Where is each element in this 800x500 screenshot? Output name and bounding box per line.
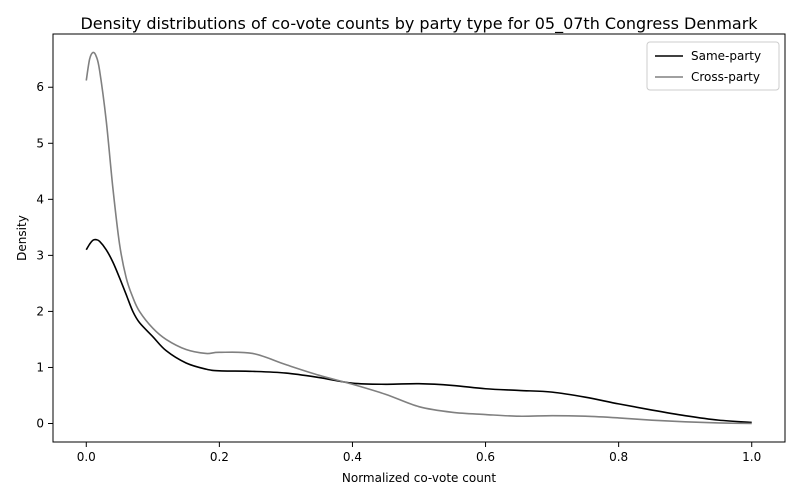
x-tick-label: 0.8 — [609, 450, 628, 464]
legend-label-same-party: Same-party — [691, 49, 761, 63]
x-tick-label: 0.6 — [476, 450, 495, 464]
x-tick-label: 0.0 — [77, 450, 96, 464]
x-tick-label: 0.4 — [343, 450, 362, 464]
y-tick-label: 3 — [36, 248, 44, 262]
x-tick-label: 1.0 — [742, 450, 761, 464]
y-tick-label: 4 — [36, 192, 44, 206]
y-tick-label: 2 — [36, 304, 44, 318]
chart-title: Density distributions of co-vote counts … — [80, 14, 758, 34]
y-tick-label: 5 — [36, 136, 44, 150]
y-axis-label: Density — [15, 215, 29, 261]
series-line-cross-party — [85, 51, 752, 425]
plot-frame — [52, 33, 786, 443]
y-tick-label: 6 — [36, 80, 44, 94]
x-axis-ticks: 0.0 0.2 0.4 0.6 0.8 1.0 — [77, 442, 761, 464]
x-axis-label: Normalized co-vote count — [342, 471, 497, 485]
series-line-same-party — [85, 238, 752, 424]
plot-area — [85, 51, 752, 425]
y-axis-ticks: 0 1 2 3 4 5 6 — [36, 80, 53, 431]
legend: Same-party Cross-party — [646, 41, 780, 91]
x-tick-label: 0.2 — [210, 450, 229, 464]
y-tick-label: 0 — [36, 417, 44, 431]
legend-box — [646, 41, 780, 91]
legend-label-cross-party: Cross-party — [691, 70, 760, 84]
y-tick-label: 1 — [36, 360, 44, 374]
